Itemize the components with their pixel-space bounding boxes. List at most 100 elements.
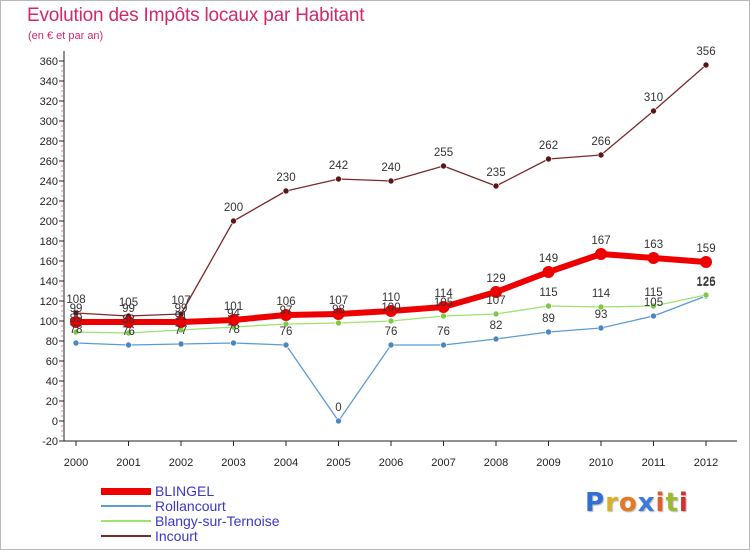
x-tick-label: 2005 (326, 457, 350, 469)
data-point-rollancourt (72, 339, 80, 347)
data-point-blingel (70, 316, 82, 328)
data-point-incourt (492, 182, 500, 190)
data-label-incourt: 262 (539, 140, 558, 152)
data-label-blingel: 110 (382, 292, 400, 304)
data-point-rollancourt (387, 341, 395, 349)
data-point-blingel (227, 314, 240, 326)
data-label-blingel: 99 (122, 303, 135, 315)
y-tick-label: 200 (40, 216, 58, 228)
data-point-rollancourt (597, 324, 605, 332)
data-point-rollancourt (282, 341, 290, 349)
y-tick-label: 240 (40, 176, 58, 188)
chart-title: Evolution des Impôts locaux par Habitant (27, 5, 365, 26)
data-point-incourt (650, 107, 657, 115)
data-point-blingel (437, 301, 450, 313)
data-label-blingel: 167 (591, 235, 610, 247)
data-point-blangy-sur-ternoise (125, 329, 132, 337)
y-tick-label: 360 (40, 56, 58, 68)
data-label-incourt: 255 (434, 147, 453, 159)
data-point-blangy-sur-ternoise (440, 312, 447, 320)
data-point-rollancourt (230, 339, 237, 347)
brand-letter: r (605, 488, 619, 518)
data-label-blingel: 99 (70, 303, 83, 315)
legend-swatch (101, 520, 151, 522)
data-point-blingel (122, 316, 135, 328)
data-label-incourt: 105 (119, 297, 138, 309)
legend-swatch (101, 535, 151, 537)
y-tick-label: 180 (40, 236, 58, 248)
data-label-blangy-sur-ternoise: 89 (70, 313, 83, 325)
data-label-blangy-sur-ternoise: 107 (486, 295, 505, 307)
data-label-incourt: 107 (171, 295, 190, 307)
data-point-blangy-sur-ternoise (545, 302, 552, 310)
data-label-rollancourt: 77 (175, 325, 188, 337)
data-label-blangy-sur-ternoise: 97 (280, 305, 293, 317)
data-point-rollancourt (335, 417, 342, 425)
x-tick-label: 2001 (116, 457, 140, 469)
y-tick-label: 300 (40, 116, 58, 128)
data-label-blangy-sur-ternoise: 88 (122, 314, 135, 326)
legend-label: Incourt (155, 528, 198, 544)
brand-letter: t (665, 488, 679, 518)
x-tick-label: 2000 (64, 457, 88, 469)
data-label-blangy-sur-ternoise: 115 (644, 287, 662, 299)
data-label-rollancourt: 76 (280, 326, 293, 338)
x-tick-label: 2004 (274, 457, 298, 469)
data-point-incourt (702, 61, 710, 69)
data-point-incourt (387, 177, 395, 185)
data-point-rollancourt (125, 341, 132, 349)
x-tick-label: 2008 (484, 457, 508, 469)
data-point-blingel (700, 256, 712, 268)
data-label-rollancourt: 76 (437, 326, 450, 338)
y-tick-label: 160 (40, 256, 58, 268)
data-label-blangy-sur-ternoise: 115 (539, 287, 557, 299)
data-label-rollancourt: 89 (542, 313, 555, 325)
data-label-rollancourt: 0 (335, 402, 341, 414)
data-label-blangy-sur-ternoise: 94 (227, 308, 240, 320)
data-label-blingel: 107 (329, 295, 348, 307)
data-point-rollancourt (650, 312, 657, 320)
data-point-blingel (385, 305, 397, 317)
data-point-rollancourt (492, 335, 500, 343)
proxiti-logo: Proxiti (585, 488, 689, 518)
data-label-blingel: 149 (539, 253, 558, 265)
data-label-rollancourt: 76 (385, 326, 398, 338)
data-label-incourt: 230 (276, 172, 295, 184)
x-tick-label: 2002 (169, 457, 193, 469)
data-label-blangy-sur-ternoise: 126 (696, 276, 715, 288)
y-tick-label: 20 (46, 396, 58, 408)
data-label-rollancourt: 78 (70, 324, 83, 336)
data-point-blingel (595, 248, 607, 260)
brand-letter: i (678, 488, 689, 518)
data-label-rollancourt: 93 (595, 309, 608, 321)
data-label-blangy-sur-ternoise: 98 (332, 304, 345, 316)
y-tick-label: 120 (40, 296, 58, 308)
data-label-incourt: 266 (591, 136, 610, 148)
legend-label: Rollancourt (155, 498, 226, 514)
data-label-incourt: 310 (644, 92, 663, 104)
legend-label: BLINGEL (155, 483, 215, 499)
data-label-blingel: 101 (224, 301, 243, 313)
y-tick-label: 320 (40, 96, 58, 108)
data-label-blingel: 163 (644, 239, 663, 251)
data-label-incourt: 356 (696, 46, 715, 58)
data-point-blingel (332, 308, 345, 320)
data-label-blingel: 114 (434, 288, 453, 300)
data-label-blangy-sur-ternoise: 105 (434, 297, 453, 309)
data-point-blingel (175, 316, 187, 328)
x-tick-label: 2009 (536, 457, 560, 469)
data-label-blangy-sur-ternoise: 100 (381, 302, 400, 314)
chart-subtitle: (en € et par an) (28, 30, 104, 42)
data-label-blingel: 99 (175, 303, 188, 315)
data-label-incourt: 200 (224, 202, 243, 214)
legend-swatch (101, 505, 151, 507)
y-tick-label: -20 (42, 436, 58, 448)
x-tick-label: 2011 (642, 457, 666, 469)
data-label-rollancourt: 105 (644, 297, 663, 309)
x-tick-label: 2012 (694, 457, 718, 469)
x-tick-label: 2003 (221, 457, 245, 469)
y-tick-label: 100 (40, 316, 58, 328)
y-tick-label: 60 (46, 356, 58, 368)
data-point-incourt (335, 175, 342, 183)
